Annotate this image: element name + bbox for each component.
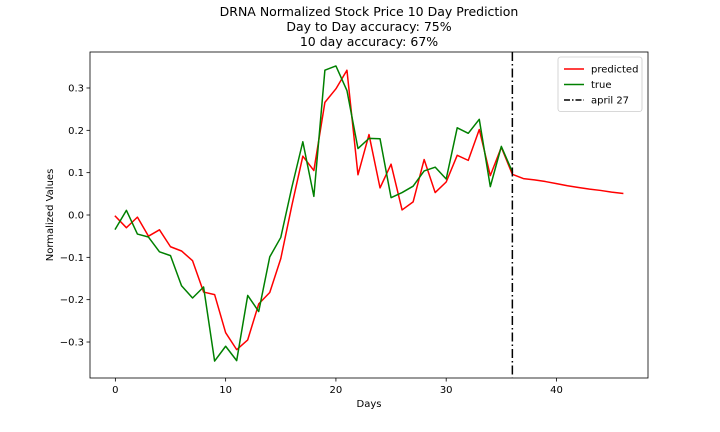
plot-area <box>115 52 622 378</box>
y-axis-label: Normalized Values <box>45 169 56 262</box>
legend-label: april 27 <box>591 96 629 107</box>
chart-subtitle-1: Day to Day accuracy: 75% <box>286 19 451 34</box>
y-tick-label: −0.3 <box>60 338 84 349</box>
y-tick-label: 0.2 <box>68 126 84 137</box>
y-tick-label: −0.1 <box>60 253 84 264</box>
x-tick-label: 40 <box>550 385 563 396</box>
y-tick-label: 0.1 <box>68 168 84 179</box>
series-line-true <box>115 66 512 361</box>
x-tick-label: 30 <box>440 385 453 396</box>
y-tick-label: 0.0 <box>68 211 84 222</box>
x-tick-label: 0 <box>112 385 118 396</box>
y-tick-label: −0.2 <box>60 295 84 306</box>
x-tick-label: 10 <box>219 385 232 396</box>
series-line-predicted <box>115 70 622 349</box>
legend-label: true <box>591 80 612 91</box>
y-tick-label: 0.3 <box>68 83 84 94</box>
chart-title: DRNA Normalized Stock Price 10 Day Predi… <box>220 4 519 19</box>
series-group <box>115 52 622 378</box>
chart-subtitle-2: 10 day accuracy: 67% <box>300 34 438 49</box>
legend: predicted true april 27 <box>558 57 642 112</box>
legend-label: predicted <box>591 65 638 76</box>
x-tick-label: 20 <box>330 385 343 396</box>
x-axis-label: Days <box>357 399 382 410</box>
